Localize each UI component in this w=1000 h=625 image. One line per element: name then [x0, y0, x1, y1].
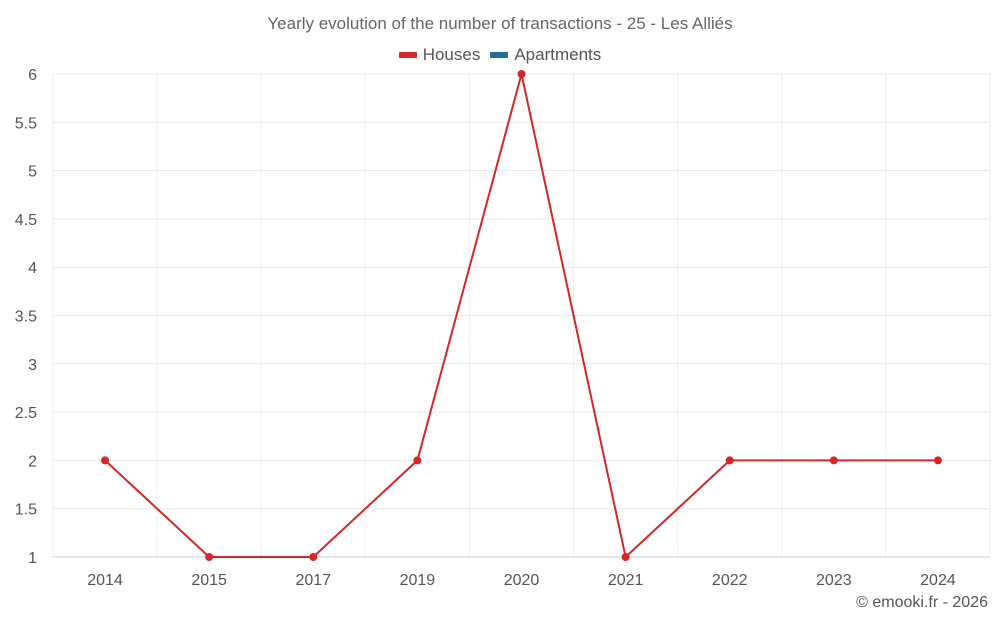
legend-swatch-houses [398, 52, 417, 58]
chart-legend: Houses Apartments [0, 45, 1000, 65]
data-point [309, 553, 318, 561]
data-point [517, 70, 526, 78]
y-tick-label: 3.5 [15, 309, 37, 326]
y-tick-label: 6 [28, 67, 37, 84]
data-point [933, 456, 942, 465]
data-point [101, 456, 110, 465]
chart-title: Yearly evolution of the number of transa… [267, 14, 733, 33]
x-tick-label: 2024 [920, 572, 956, 589]
y-tick-label: 4.5 [15, 212, 37, 229]
y-tick-label: 2 [28, 453, 37, 470]
y-tick-label: 1.5 [15, 502, 37, 519]
y-tick-label: 1 [28, 550, 37, 567]
x-tick-label: 2023 [816, 572, 852, 589]
data-point [205, 553, 214, 561]
legend-item-apartments[interactable]: Apartments [490, 45, 601, 65]
x-tick-label: 2014 [87, 572, 123, 589]
x-tick-label: 2019 [400, 572, 436, 589]
data-point [413, 456, 422, 465]
data-point [725, 456, 734, 465]
legend-label-houses: Houses [422, 45, 481, 64]
y-tick-label: 2.5 [15, 405, 37, 422]
data-point [829, 456, 838, 465]
y-tick-label: 5.5 [15, 115, 37, 132]
x-tick-label: 2017 [295, 572, 331, 589]
legend-swatch-apartments [490, 52, 509, 58]
x-tick-label: 2022 [712, 572, 748, 589]
legend-label-apartments: Apartments [514, 45, 602, 64]
legend-item-houses[interactable]: Houses [398, 45, 481, 65]
y-tick-label: 5 [28, 164, 37, 181]
x-tick-label: 2015 [191, 572, 227, 589]
y-tick-label: 4 [28, 260, 37, 277]
credit-text: © emooki.fr - 2026 [856, 594, 988, 611]
y-tick-label: 3 [28, 357, 37, 374]
x-tick-label: 2021 [608, 572, 644, 589]
x-tick-label: 2020 [504, 572, 540, 589]
data-point [621, 553, 630, 561]
